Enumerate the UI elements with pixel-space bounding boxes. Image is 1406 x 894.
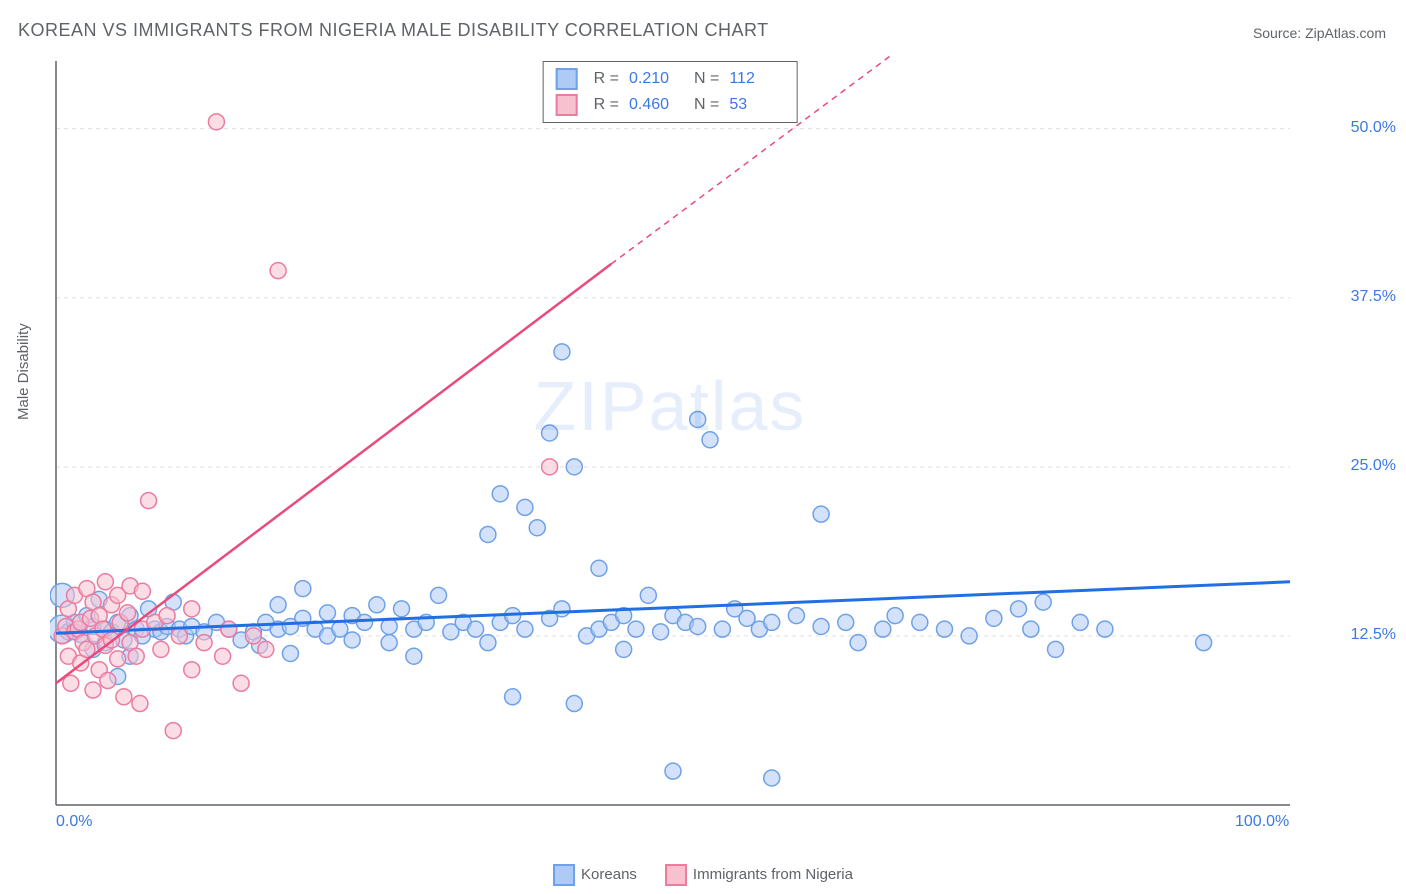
x-tick-label: 100.0% bbox=[1235, 813, 1289, 894]
correlation-legend: R = 0.210 N = 112 R = 0.460 N = 53 bbox=[543, 61, 798, 123]
y-tick-label: 50.0% bbox=[1300, 119, 1396, 137]
legend-n-value: 53 bbox=[729, 96, 784, 114]
legend-item: Immigrants from Nigeria bbox=[665, 864, 853, 886]
legend-r-label: R = bbox=[594, 96, 619, 114]
chart-title: KOREAN VS IMMIGRANTS FROM NIGERIA MALE D… bbox=[18, 20, 769, 41]
legend-n-label: N = bbox=[694, 96, 719, 114]
scatter-svg bbox=[50, 55, 1290, 835]
legend-swatch bbox=[556, 94, 578, 116]
legend-label: Koreans bbox=[581, 866, 637, 883]
legend-item: Koreans bbox=[553, 864, 637, 886]
legend-r-value: 0.210 bbox=[629, 70, 684, 88]
y-axis-label: Male Disability bbox=[15, 323, 32, 420]
legend-r-label: R = bbox=[594, 70, 619, 88]
legend-n-value: 112 bbox=[729, 70, 784, 88]
legend-swatch bbox=[665, 864, 687, 886]
source-attribution: Source: ZipAtlas.com bbox=[1253, 25, 1386, 41]
y-tick-label: 37.5% bbox=[1300, 288, 1396, 306]
legend-r-value: 0.460 bbox=[629, 96, 684, 114]
y-tick-label: 12.5% bbox=[1300, 626, 1396, 644]
legend-row: R = 0.460 N = 53 bbox=[556, 92, 785, 118]
legend-row: R = 0.210 N = 112 bbox=[556, 66, 785, 92]
plot-area: ZIPatlas R =0.210N =112R =0.460N =53 bbox=[50, 55, 1290, 835]
legend-swatch bbox=[556, 68, 578, 90]
series-legend: Koreans Immigrants from Nigeria bbox=[553, 864, 853, 886]
legend-swatch bbox=[553, 864, 575, 886]
legend-label: Immigrants from Nigeria bbox=[693, 866, 853, 883]
y-tick-label: 25.0% bbox=[1300, 457, 1396, 475]
x-tick-label: 0.0% bbox=[56, 813, 92, 894]
legend-n-label: N = bbox=[694, 70, 719, 88]
